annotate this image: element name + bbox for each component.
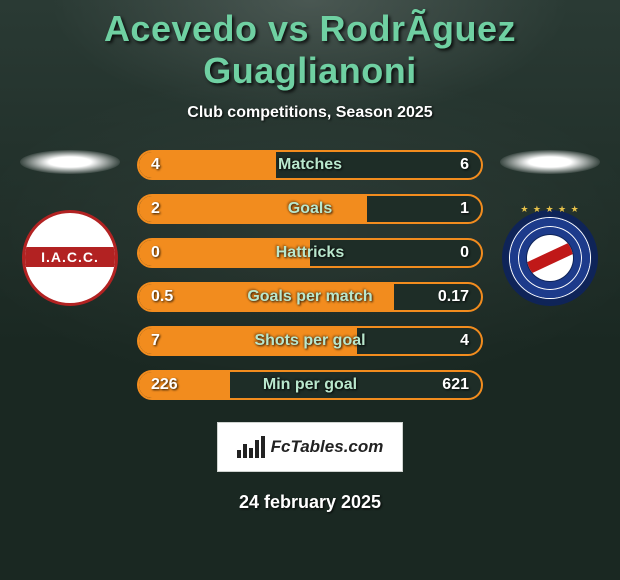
right-player-column: ★ ★ ★ ★ ★ <box>495 150 605 306</box>
fctables-text: FcTables.com <box>271 437 384 457</box>
stat-bar: Hattricks00 <box>137 238 483 268</box>
stat-value-right: 0 <box>460 240 469 266</box>
stat-value-left: 226 <box>151 372 178 398</box>
fctables-bars-icon <box>237 436 265 458</box>
stat-value-right: 1 <box>460 196 469 222</box>
main-row: I.A.C.C. Matches46Goals21Hattricks00Goal… <box>0 150 620 400</box>
comparison-title: Acevedo vs RodrÃ­guez Guaglianoni <box>0 8 620 92</box>
stat-value-left: 0.5 <box>151 284 173 310</box>
stat-bar-fill-left <box>139 328 357 354</box>
stat-bar: Shots per goal74 <box>137 326 483 356</box>
aaaj-crest: ★ ★ ★ ★ ★ <box>502 210 598 306</box>
left-player-column: I.A.C.C. <box>15 150 125 306</box>
aaaj-stars-icon: ★ ★ ★ ★ ★ <box>504 204 596 215</box>
stat-bar-fill-left <box>139 196 367 222</box>
stat-value-left: 4 <box>151 152 160 178</box>
stat-bar: Goals21 <box>137 194 483 224</box>
fctables-logo: FcTables.com <box>217 422 403 472</box>
stat-value-left: 7 <box>151 328 160 354</box>
player-silhouette-right <box>500 150 600 174</box>
iacc-crest: I.A.C.C. <box>22 210 118 306</box>
aaaj-inner-flag-icon <box>527 235 573 281</box>
iacc-crest-label: I.A.C.C. <box>25 247 115 267</box>
stat-value-right: 0.17 <box>438 284 469 310</box>
stat-bar-fill-left <box>139 240 310 266</box>
comparison-subtitle: Club competitions, Season 2025 <box>187 104 432 122</box>
stat-value-left: 2 <box>151 196 160 222</box>
stats-bars: Matches46Goals21Hattricks00Goals per mat… <box>137 150 483 400</box>
stat-bar: Goals per match0.50.17 <box>137 282 483 312</box>
stat-bar: Matches46 <box>137 150 483 180</box>
snapshot-date: 24 february 2025 <box>239 492 381 513</box>
stat-bar: Min per goal226621 <box>137 370 483 400</box>
stat-value-left: 0 <box>151 240 160 266</box>
player-silhouette-left <box>20 150 120 174</box>
stat-value-right: 6 <box>460 152 469 178</box>
stat-value-right: 4 <box>460 328 469 354</box>
stat-value-right: 621 <box>442 372 469 398</box>
content-root: Acevedo vs RodrÃ­guez Guaglianoni Club c… <box>0 0 620 580</box>
stat-bar-fill-left <box>139 284 394 310</box>
